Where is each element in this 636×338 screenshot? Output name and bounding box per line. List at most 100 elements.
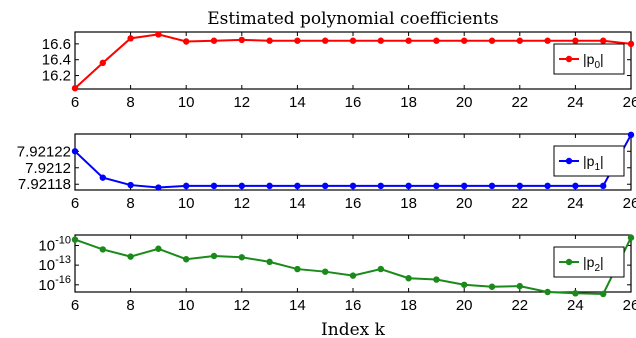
data-point	[322, 268, 329, 275]
legend-marker	[565, 157, 573, 165]
data-point	[127, 181, 134, 189]
data-point	[600, 182, 607, 190]
y-tick-label: 10-13	[38, 254, 71, 274]
data-point	[238, 182, 245, 190]
legend-label: |p2|	[583, 254, 604, 274]
data-point	[155, 245, 162, 252]
subplot-1: 6 8 10 12 14 16 18 20 22 24 26 7.921187.92127.92122…	[17, 131, 636, 212]
subplot-0: 6 8 10 12 14 16 18 20 22 24 26 16.216.416.6 |p0|	[42, 31, 636, 111]
data-point	[405, 182, 412, 190]
data-point	[627, 131, 635, 139]
legend-label-subscript: 1	[594, 162, 600, 173]
legend-label-end: |	[600, 51, 604, 67]
data-point	[71, 236, 79, 243]
data-point	[600, 290, 607, 298]
x-tick-label: 16	[345, 94, 362, 111]
data-point	[433, 37, 440, 44]
data-point	[488, 283, 496, 290]
y-tick-exponent: -16	[55, 274, 71, 286]
x-tick-label: 18	[400, 195, 417, 212]
legend-label-end: |	[600, 254, 604, 270]
legend-label: |p0|	[583, 51, 604, 71]
x-tick-label: 6	[71, 94, 79, 111]
data-point	[238, 36, 245, 44]
data-point	[294, 37, 301, 44]
x-axis-label: Index k	[321, 320, 386, 338]
data-point	[405, 37, 412, 44]
data-point	[99, 174, 107, 181]
data-point	[516, 282, 523, 290]
x-tick-label: 24	[567, 94, 584, 111]
data-point	[71, 85, 79, 92]
data-point	[572, 182, 579, 190]
legend-marker	[565, 55, 573, 63]
data-point	[266, 37, 273, 44]
x-tick-label: 20	[456, 297, 473, 314]
x-tick-label: 14	[289, 94, 306, 111]
y-tick-label: 7.92122	[17, 143, 71, 160]
data-point	[99, 246, 107, 253]
data-point	[544, 37, 551, 44]
data-point	[266, 258, 273, 266]
data-point	[294, 182, 301, 190]
y-tick-label: 16.4	[42, 52, 71, 69]
chart-title: Estimated polynomial coefficients	[207, 9, 499, 29]
x-tick-label: 6	[71, 195, 79, 212]
legend-p1: |p1|	[553, 145, 625, 177]
x-tick-label: 12	[233, 297, 250, 314]
data-point	[210, 252, 218, 260]
legend-marker	[565, 258, 573, 266]
data-point	[572, 290, 579, 297]
data-point	[433, 276, 440, 283]
x-tick-label: 6	[71, 297, 79, 314]
data-point	[377, 182, 384, 190]
x-tick-label: 26	[623, 94, 636, 111]
data-point	[266, 182, 273, 190]
data-point	[433, 182, 440, 190]
x-tick-label: 22	[511, 297, 528, 314]
x-tick-label: 20	[456, 94, 473, 111]
y-tick-label: 7.92118	[18, 176, 71, 193]
x-tick-label: 18	[400, 94, 417, 111]
data-point	[516, 37, 523, 44]
x-tick-label: 26	[623, 297, 636, 314]
x-tick-label: 16	[345, 297, 362, 314]
x-tick-label: 18	[400, 297, 417, 314]
axes-frame	[74, 234, 632, 293]
axes-frame	[74, 133, 632, 191]
data-point	[544, 288, 551, 296]
x-tick-label: 26	[623, 195, 636, 212]
data-point	[238, 254, 245, 261]
legend-label-base: |p	[583, 153, 595, 169]
data-point	[377, 37, 384, 44]
y-tick-exponent: -13	[55, 254, 71, 266]
data-point	[127, 253, 134, 260]
data-point	[71, 148, 79, 155]
x-tick-label: 14	[289, 195, 306, 212]
data-point	[627, 234, 635, 241]
data-point	[183, 256, 190, 263]
data-point	[127, 35, 134, 42]
data-point	[461, 37, 468, 44]
x-tick-label: 12	[233, 94, 250, 111]
data-point	[488, 37, 496, 44]
data-point	[461, 281, 468, 288]
x-tick-label: 20	[456, 195, 473, 212]
data-point	[461, 182, 468, 190]
x-tick-label: 22	[511, 94, 528, 111]
data-point	[210, 37, 218, 44]
data-point	[405, 275, 412, 282]
x-tick-label: 12	[233, 195, 250, 212]
data-point	[183, 182, 190, 190]
data-point	[349, 272, 357, 279]
y-tick-label: 10-10	[38, 234, 71, 254]
data-point	[99, 59, 107, 67]
y-tick-exponent: -10	[55, 234, 71, 246]
data-point	[377, 265, 384, 273]
x-tick-label: 24	[567, 297, 584, 314]
y-tick-base: 10	[38, 237, 55, 254]
y-tick-label: 7.9212	[25, 160, 71, 177]
x-tick-label: 24	[567, 195, 584, 212]
